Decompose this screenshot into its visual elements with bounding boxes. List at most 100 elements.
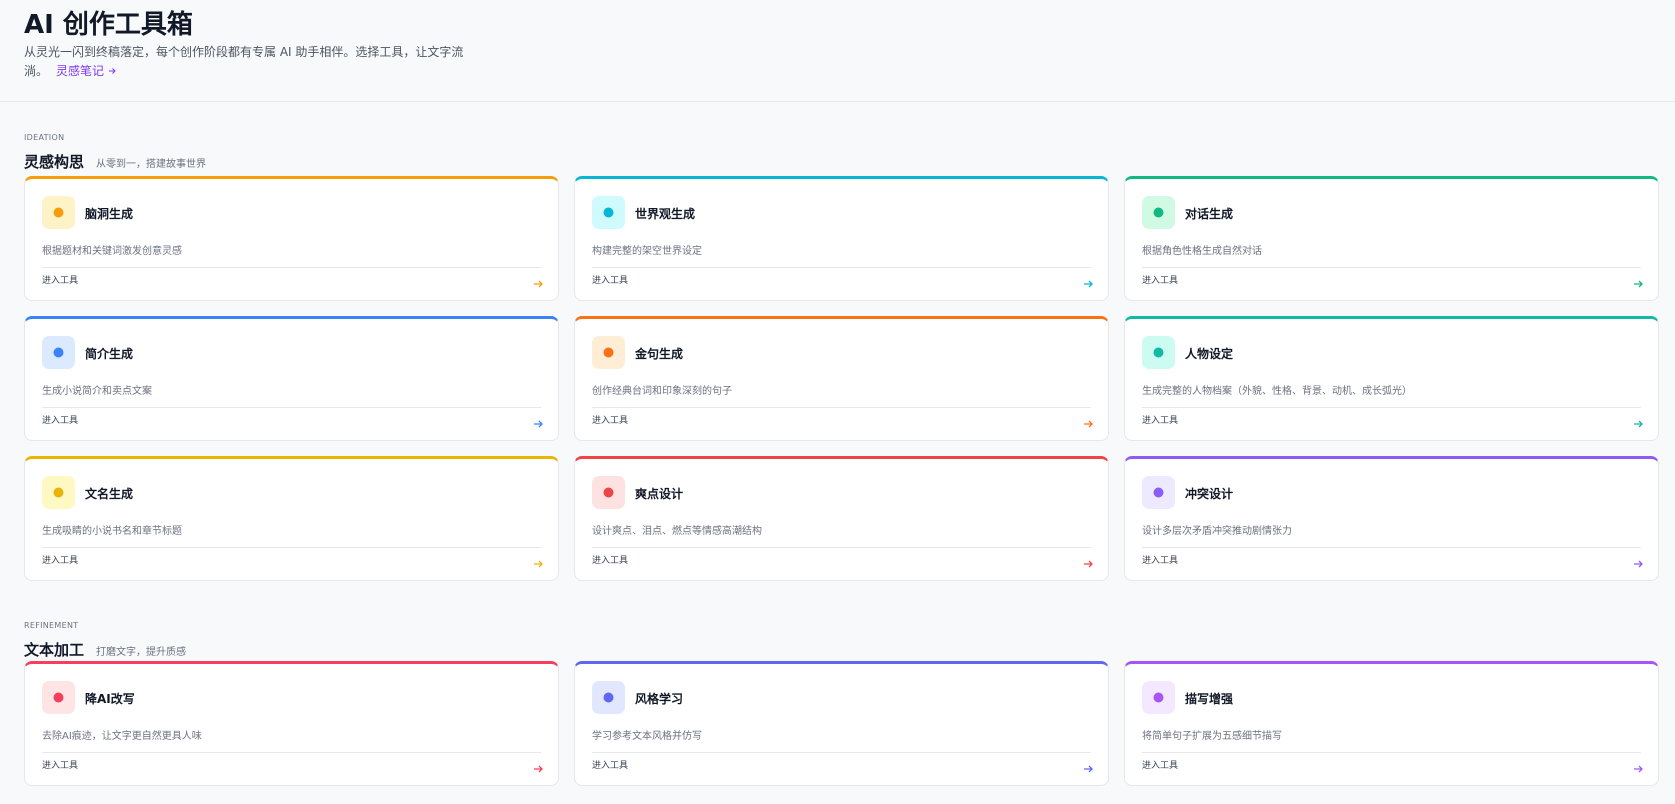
tool-desc: 根据角色性格生成自然对话 bbox=[1142, 246, 1262, 257]
tool-desc: 生成小说简介和卖点文案 bbox=[42, 386, 152, 397]
section: IDEATION 灵感构思 从零到一，搭建故事世界 bbox=[24, 133, 1659, 171]
notes-link[interactable]: 灵感笔记 bbox=[56, 64, 116, 78]
divider bbox=[42, 547, 541, 548]
tool-card[interactable]: 爽点设计设计爽点、泪点、燃点等情感高潮结构 进入工具 bbox=[574, 456, 1109, 581]
tool-desc: 去除AI痕迹，让文字更自然更具人味 bbox=[42, 731, 202, 742]
tool-icon bbox=[592, 681, 625, 714]
arrow-glyph bbox=[1084, 420, 1093, 428]
tool-action: 进入工具 bbox=[42, 761, 79, 771]
link-arrow bbox=[108, 68, 116, 74]
tool-card[interactable]: 金句生成创作经典台词和印象深刻的句子 进入工具 bbox=[574, 316, 1109, 441]
tool-icon bbox=[1142, 196, 1175, 229]
tool-card[interactable]: 描写增强 将简单句子扩展为五感细节描写 进入工具 bbox=[1124, 661, 1659, 786]
tool-icon bbox=[1142, 476, 1175, 509]
action-arrow bbox=[1083, 274, 1093, 293]
action-arrow bbox=[1633, 759, 1643, 778]
icon-glyph bbox=[53, 207, 64, 218]
tool-action: 进入工具 bbox=[592, 416, 629, 426]
tool-action: 进入工具 bbox=[1142, 761, 1179, 771]
divider bbox=[42, 752, 541, 753]
arrow-glyph bbox=[1634, 280, 1643, 288]
tool-card[interactable]: 脑洞生成 根据题材和关键词激发创意灵感 进入工具 bbox=[24, 176, 559, 301]
tool-name: 金句生成 bbox=[635, 347, 684, 361]
arrow-glyph bbox=[1634, 560, 1643, 568]
tool-desc: 创作经典台词和印象深刻的句子 bbox=[592, 386, 732, 397]
action-arrow bbox=[533, 274, 543, 293]
tool-icon bbox=[42, 681, 75, 714]
tool-action: 进入工具 bbox=[1142, 556, 1179, 566]
tool-name: 脑洞生成 bbox=[85, 207, 134, 221]
icon-glyph bbox=[53, 347, 64, 358]
divider bbox=[1142, 407, 1641, 408]
tool-card[interactable]: 冲突设计 设计多层次矛盾冲突推动剧情张力 进入工具 bbox=[1124, 456, 1659, 581]
divider bbox=[1142, 547, 1641, 548]
section-label: IDEATION bbox=[24, 133, 65, 142]
tool-name: 爽点设计 bbox=[635, 487, 684, 501]
icon-glyph bbox=[603, 347, 614, 358]
tool-icon bbox=[1142, 681, 1175, 714]
tool-icon bbox=[592, 196, 625, 229]
section-subtitle: 从零到一，搭建故事世界 bbox=[96, 159, 207, 170]
action-arrow bbox=[533, 414, 543, 433]
tool-icon bbox=[42, 336, 75, 369]
divider bbox=[42, 267, 541, 268]
icon-glyph bbox=[1153, 692, 1164, 703]
tool-desc: 学习参考文本风格并仿写 bbox=[592, 731, 702, 742]
subtitle-text: 从灵光一闪到终稿落定，每个创作阶段都有专属 AI 助手相伴。选择工具，让文字流淌… bbox=[24, 45, 464, 78]
icon-glyph bbox=[603, 487, 614, 498]
tool-action: 进入工具 bbox=[1142, 276, 1179, 286]
tool-card[interactable]: 风格学习 学习参考文本风格并仿写 进入工具 bbox=[574, 661, 1109, 786]
divider bbox=[42, 407, 541, 408]
action-arrow bbox=[1083, 759, 1093, 778]
tool-icon bbox=[592, 476, 625, 509]
action-arrow bbox=[533, 759, 543, 778]
tool-card[interactable]: 文名生成 生成吸睛的小说书名和章节标题 进入工具 bbox=[24, 456, 559, 581]
divider bbox=[592, 752, 1091, 753]
arrow-glyph bbox=[1634, 765, 1643, 773]
section-label: REFINEMENT bbox=[24, 621, 79, 630]
tool-card[interactable]: 对话生成根据角色性格生成自然对话 进入工具 bbox=[1124, 176, 1659, 301]
section: REFINEMENT 文本加工 打磨文字，提升质感 bbox=[24, 621, 1659, 659]
section-heading: 灵感构思 从零到一，搭建故事世界 bbox=[24, 151, 1659, 171]
tool-name: 对话生成 bbox=[1185, 207, 1234, 221]
tool-action: 进入工具 bbox=[592, 761, 629, 771]
tool-desc: 生成完整的人物档案（外貌、性格、背景、动机、成长弧光） bbox=[1142, 386, 1412, 397]
tool-desc: 根据题材和关键词激发创意灵感 bbox=[42, 246, 182, 257]
action-arrow bbox=[1633, 274, 1643, 293]
tool-action: 进入工具 bbox=[592, 556, 629, 566]
tool-name: 人物设定 bbox=[1185, 347, 1234, 361]
page-title: AI 创作工具箱 bbox=[24, 10, 193, 40]
tool-grid: 降AI改写 去除AI痕迹，让文字更自然更具人味 进入工具 风格学习 学习参考文本风格并仿… bbox=[24, 661, 1659, 786]
icon-glyph bbox=[603, 207, 614, 218]
divider bbox=[592, 407, 1091, 408]
icon-glyph bbox=[53, 487, 64, 498]
icon-glyph bbox=[1153, 207, 1164, 218]
icon-glyph bbox=[53, 692, 64, 703]
icon-glyph bbox=[1153, 487, 1164, 498]
tool-name: 世界观生成 bbox=[635, 207, 696, 221]
tool-card[interactable]: 降AI改写 去除AI痕迹，让文字更自然更具人味 进入工具 bbox=[24, 661, 559, 786]
tool-card[interactable]: 世界观生成构建完整的架空世界设定 进入工具 bbox=[574, 176, 1109, 301]
icon-glyph bbox=[1153, 347, 1164, 358]
page-subtitle: 从灵光一闪到终稿落定，每个创作阶段都有专属 AI 助手相伴。选择工具，让文字流淌… bbox=[24, 43, 464, 81]
tool-desc: 设计多层次矛盾冲突推动剧情张力 bbox=[1142, 526, 1292, 537]
tool-icon bbox=[1142, 336, 1175, 369]
section-title: 灵感构思 bbox=[24, 153, 85, 171]
tool-card[interactable]: 简介生成 生成小说简介和卖点文案 进入工具 bbox=[24, 316, 559, 441]
arrow-glyph bbox=[534, 420, 543, 428]
tool-grid: 脑洞生成 根据题材和关键词激发创意灵感 进入工具 世界观生成 构建完整的架空世界设定 进入… bbox=[24, 176, 1659, 581]
action-arrow bbox=[1633, 554, 1643, 573]
tool-action: 进入工具 bbox=[592, 276, 629, 286]
action-arrow bbox=[533, 554, 543, 573]
icon-glyph bbox=[603, 692, 614, 703]
tool-desc: 构建完整的架空世界设定 bbox=[592, 246, 702, 257]
tool-icon bbox=[592, 336, 625, 369]
action-arrow bbox=[1083, 554, 1093, 573]
tool-card[interactable]: 人物设定 生成完整的人物档案（外貌、性格、背景、动机、成长弧光） 进入工具 bbox=[1124, 316, 1659, 441]
tool-icon bbox=[42, 196, 75, 229]
tool-desc: 生成吸睛的小说书名和章节标题 bbox=[42, 526, 182, 537]
link-text: 灵感笔记 bbox=[56, 64, 105, 78]
tool-desc: 设计爽点、泪点、燃点等情感高潮结构 bbox=[592, 526, 762, 537]
tool-name: 文名生成 bbox=[85, 487, 134, 501]
